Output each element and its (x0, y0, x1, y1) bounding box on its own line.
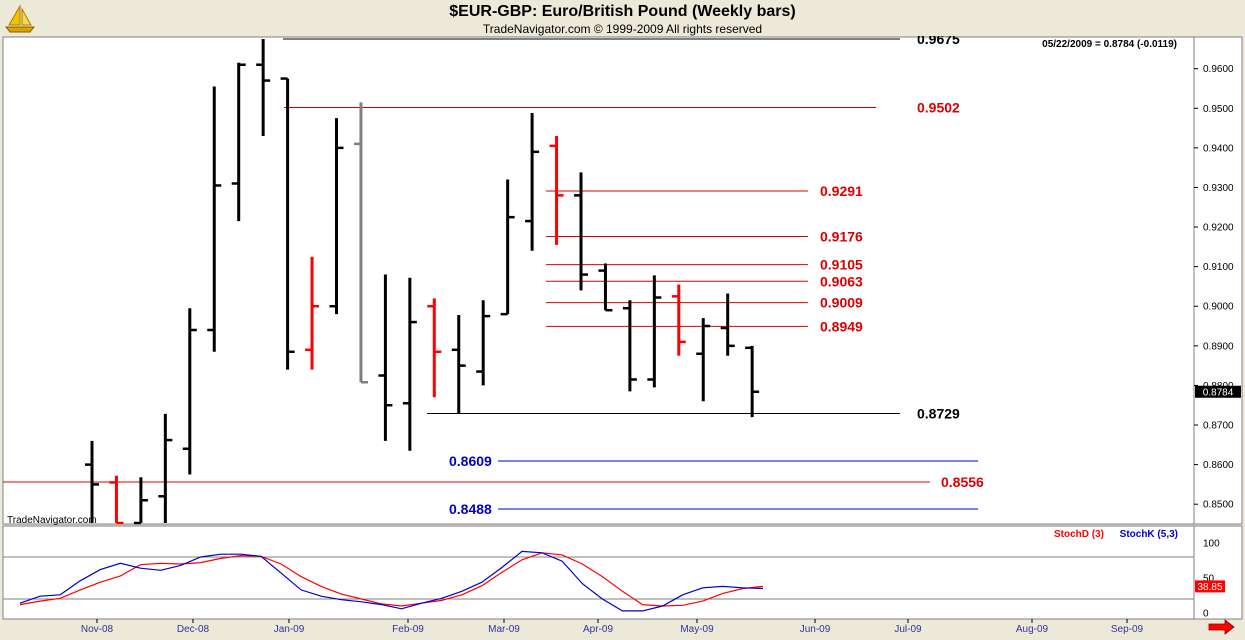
legend-stochk: StochK (5,3) (1120, 529, 1178, 540)
x-tick-label: Dec-08 (177, 624, 210, 635)
ohlc-bar (207, 86, 222, 352)
stoch-last-label: 38.85 (1197, 582, 1222, 593)
level-label-0.8488: 0.8488 (449, 501, 492, 517)
level-label-0.9176: 0.9176 (820, 229, 863, 245)
price-axis: 0.9600 0.9500 0.9400 0.9300 0.9200 0.9100 0.90… (1194, 64, 1241, 511)
ohlc-bar (280, 77, 295, 370)
x-tick-label: Jun-09 (800, 624, 831, 635)
ohlc-bar (109, 475, 124, 525)
ohlc-bar (451, 314, 466, 414)
ohlc-bar (133, 477, 148, 525)
ohlc-bar (671, 284, 686, 356)
stoch-last-flag (1195, 580, 1225, 593)
date-axis: Nov-08 Dec-08 Jan-09 Feb-09 Mar-09 Apr-09 May-… (81, 619, 1144, 635)
ohlc-bar (574, 172, 588, 291)
last-price-label: 0.8784 (1203, 387, 1234, 398)
ohlc-bar (598, 263, 613, 312)
arrow-right-icon (1208, 619, 1235, 635)
y-tick-label: 0.9100 (1203, 262, 1234, 273)
ohlc-bar (647, 275, 662, 388)
x-tick-label: Jul-09 (894, 624, 922, 635)
x-tick-label: Apr-09 (583, 624, 613, 635)
x-tick-label: Nov-08 (81, 624, 114, 635)
x-tick-label: Mar-09 (488, 624, 520, 635)
ohlc-bar (720, 293, 735, 356)
x-tick-label: Sep-09 (1111, 624, 1144, 635)
stoch-y-tick-label: 100 (1203, 539, 1220, 550)
level-label-0.9291: 0.9291 (820, 183, 863, 199)
stochastic-panel (2, 525, 1195, 620)
ohlc-bar (85, 440, 99, 523)
y-tick-label: 0.8900 (1203, 341, 1234, 352)
stoch-series-line (19, 550, 764, 612)
ohlc-bar (549, 135, 564, 245)
ohlc-bar (256, 38, 271, 136)
stochastic-scale-panel (1193, 525, 1243, 620)
y-tick-label: 0.8700 (1203, 421, 1234, 432)
trade-navigator-sailboat-icon (4, 4, 36, 33)
ohlc-bar (745, 345, 760, 418)
stoch-y-tick-label: 50 (1203, 574, 1215, 585)
x-tick-label: May-09 (680, 624, 714, 635)
ohlc-bar (696, 318, 711, 402)
level-label-0.8609: 0.8609 (449, 453, 492, 469)
ohlc-bar (378, 274, 393, 441)
y-tick-label: 0.9400 (1203, 143, 1234, 154)
x-tick-label: Jan-09 (274, 624, 305, 635)
ohlc-bars (85, 38, 760, 525)
legend-stochd: StochD (3) (1054, 529, 1104, 540)
level-label-0.9502: 0.9502 (917, 99, 960, 115)
chart-title: $EUR-GBP: Euro/British Pound (Weekly bar… (449, 3, 796, 20)
last-price-flag (1195, 385, 1241, 398)
level-label-0.9675: 0.9675 (917, 36, 960, 47)
y-tick-label: 0.9600 (1203, 64, 1234, 75)
ohlc-bar (305, 256, 320, 370)
level-label-0.8949: 0.8949 (820, 318, 863, 334)
chart-subtitle: TradeNavigator.com © 1999-2009 All right… (482, 22, 763, 36)
level-label-0.9105: 0.9105 (820, 257, 863, 273)
y-tick-label: 0.9200 (1203, 223, 1234, 234)
level-label-0.9009: 0.9009 (820, 295, 863, 311)
stoch-series-line (19, 552, 764, 607)
ohlc-bar (622, 300, 637, 392)
y-tick-label: 0.8500 (1203, 500, 1234, 511)
level-label-0.8556: 0.8556 (941, 474, 984, 490)
ohlc-bar (476, 300, 491, 386)
stoch-y-tick-label: 0 (1203, 609, 1209, 620)
ohlc-bar (500, 179, 515, 316)
level-label-0.9063: 0.9063 (820, 273, 863, 289)
y-tick-label: 0.9500 (1203, 104, 1234, 115)
scroll-right-button[interactable] (1208, 619, 1235, 635)
last-quote-text: 05/22/2009 = 0.8784 (-0.0119) (1042, 39, 1177, 50)
y-tick-label: 0.8600 (1203, 460, 1234, 471)
watermark-text: TradeNavigator.com (7, 515, 97, 526)
ohlc-bar (182, 308, 197, 475)
y-tick-label: 0.9000 (1203, 302, 1234, 313)
stochastic-indicator: 100 50 0 38.85 (3, 539, 1225, 620)
ohlc-bar (231, 62, 246, 222)
ohlc-bar (427, 298, 442, 398)
x-tick-label: Feb-09 (392, 624, 424, 635)
price-panel (2, 36, 1195, 525)
level-label-0.8729: 0.8729 (917, 406, 960, 422)
x-tick-label: Aug-09 (1016, 624, 1049, 635)
ohlc-bar (158, 413, 173, 523)
ohlc-bar (329, 118, 344, 315)
ohlc-bar (402, 277, 417, 451)
price-scale-panel (1193, 36, 1243, 525)
ohlc-bar (525, 113, 540, 251)
y-tick-label: 0.9300 (1203, 183, 1234, 194)
ohlc-bar (353, 102, 368, 384)
